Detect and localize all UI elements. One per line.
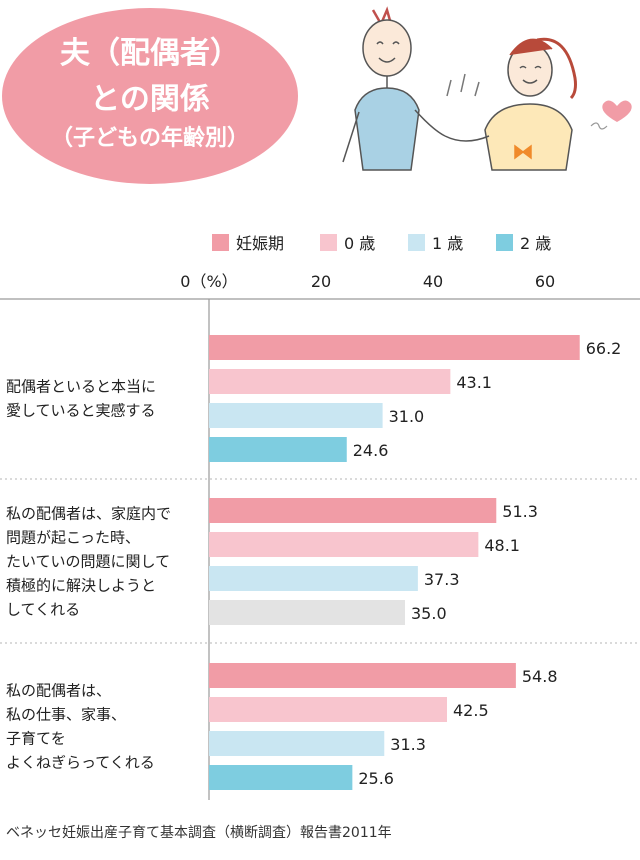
bar — [209, 600, 405, 625]
title-badge — [2, 8, 298, 184]
source-note: ベネッセ妊娠出産子育て基本調査（横断調査）報告書2011年 — [6, 825, 392, 841]
x-tick-label: 60 — [535, 272, 555, 291]
x-tick-label: 40 — [423, 272, 443, 291]
category-label: 私の配偶者は、 — [6, 682, 111, 700]
bar — [209, 731, 385, 756]
bar-value-label: 48.1 — [484, 536, 520, 555]
title-line-2: との関係 — [90, 82, 210, 117]
bar — [209, 403, 383, 428]
legend-swatch — [320, 234, 337, 251]
bars: 66.2 43.1 31.024.6 51.3 48.1 37.3 35.0 54.8 42.5… — [209, 335, 621, 790]
category-label: してくれる — [6, 601, 80, 619]
category-label: 配偶者といると本当に — [6, 378, 156, 396]
chart-legend: 妊娠期 0 歳 1 歳 2 歳 — [212, 234, 551, 253]
legend-label: 妊娠期 — [236, 234, 284, 253]
bar-value-label: 35.0 — [411, 604, 447, 623]
category-label: 子育てを — [6, 730, 66, 748]
heart-icon — [602, 100, 632, 122]
bar-value-label: 54.8 — [522, 667, 558, 686]
category-label: 私の配偶者は、家庭内で — [6, 505, 171, 523]
bar-value-label: 42.5 — [453, 701, 489, 720]
category-label: よくねぎらってくれる — [6, 754, 155, 772]
category-label: 私の仕事、家事、 — [6, 706, 126, 724]
category-labels: 配偶者といると本当に愛していると実感する私の配偶者は、家庭内で問題が起こった時、… — [6, 378, 171, 772]
bar-value-label: 24.6 — [353, 441, 389, 460]
bar-value-label: 51.3 — [502, 502, 538, 521]
bar-value-label: 31.3 — [390, 735, 426, 754]
bar-value-label: 25.6 — [358, 769, 394, 788]
bar-value-label: 37.3 — [424, 570, 460, 589]
bar — [209, 532, 479, 557]
category-label: 積極的に解決しようと — [6, 577, 156, 595]
bar — [209, 498, 497, 523]
motion-lines — [446, 73, 480, 97]
legend-swatch — [212, 234, 229, 251]
legend-swatch — [408, 234, 425, 251]
wife-figure — [444, 37, 577, 171]
bar — [209, 697, 447, 722]
bar — [209, 663, 516, 688]
husband-figure — [342, 6, 446, 171]
bar — [209, 437, 347, 462]
bar — [209, 566, 418, 591]
x-tick-label: 0（%） — [180, 272, 237, 291]
bar — [209, 335, 580, 360]
x-axis-labels: 0（%） 20 40 60 — [180, 272, 555, 291]
category-label: たいていの問題に関して — [6, 553, 170, 571]
legend-swatch — [496, 234, 513, 251]
bar-value-label: 66.2 — [586, 339, 622, 358]
title-line-3: （子どもの年齢別） — [50, 126, 249, 151]
category-label: 問題が起こった時、 — [6, 529, 140, 547]
category-label: 愛していると実感する — [6, 402, 156, 420]
bar — [209, 369, 451, 394]
legend-label: 1 歳 — [432, 234, 463, 253]
bar-value-label: 31.0 — [389, 407, 425, 426]
couple-illustration — [342, 6, 632, 171]
bar-value-label: 43.1 — [456, 373, 492, 392]
legend-label: 2 歳 — [520, 234, 551, 253]
squiggle-icon — [590, 122, 608, 130]
title-line-1: 夫（配偶者） — [60, 36, 240, 71]
x-tick-label: 20 — [311, 272, 331, 291]
bar — [209, 765, 353, 790]
legend-label: 0 歳 — [344, 234, 375, 253]
